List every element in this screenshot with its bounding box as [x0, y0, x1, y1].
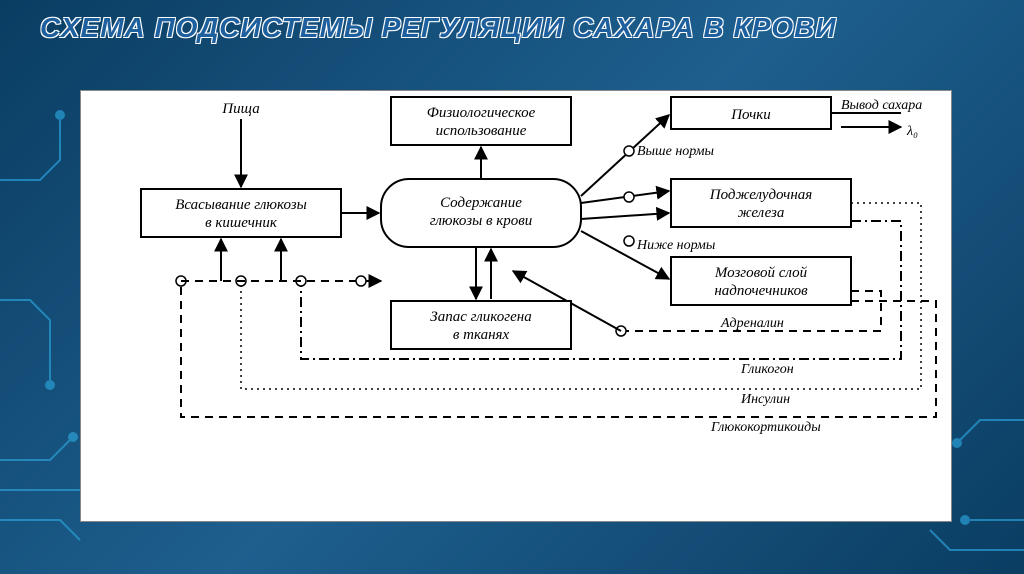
node-adrenal-l1: Мозговой слой	[714, 265, 808, 281]
label-glycogon: Гликогон	[740, 362, 794, 377]
diagram-panel: Пища Всасывание глюкозы в кишечник Физио…	[80, 90, 952, 522]
label-lambda: λ₀	[906, 124, 918, 139]
edge-blood-pancreas-low	[581, 213, 669, 219]
label-insulin: Инсулин	[740, 392, 790, 407]
node-absorb-l2: в кишечник	[205, 215, 278, 231]
node-adrenal-l2: надпочечников	[714, 283, 808, 299]
label-gluco: Глюкокортикоиды	[710, 420, 821, 435]
node-physio-l2: использование	[436, 123, 527, 139]
node-kidney-l: Почки	[730, 107, 771, 123]
node-glycogen-l1: Запас гликогена	[430, 309, 531, 325]
node-glycogen-l2: в тканях	[453, 327, 510, 343]
node-absorb-l1: Всасывание глюкозы	[175, 197, 307, 213]
junction-mid	[356, 276, 366, 286]
flowchart: Пища Всасывание глюкозы в кишечник Физио…	[81, 91, 951, 521]
label-out: Вывод сахара	[841, 98, 922, 113]
junction-below	[624, 236, 634, 246]
node-pancreas-l2: железа	[738, 205, 785, 221]
node-pancreas-l1: Поджелудочная	[709, 187, 813, 203]
node-blood-l2: глюкозы в крови	[430, 213, 533, 229]
node-physio-l1: Физиологическое	[427, 105, 536, 121]
junction-above	[624, 146, 634, 156]
node-blood-l1: Содержание	[440, 195, 522, 211]
label-adrenalin: Адреналин	[720, 316, 784, 331]
label-below: Ниже нормы	[636, 238, 715, 253]
node-food-label: Пища	[221, 101, 260, 117]
label-above: Выше нормы	[637, 144, 714, 159]
slide-title: СХЕМА ПОДСИСТЕМЫ РЕГУЛЯЦИИ САХАРА В КРОВ…	[40, 12, 837, 44]
junction-p1	[624, 192, 634, 202]
